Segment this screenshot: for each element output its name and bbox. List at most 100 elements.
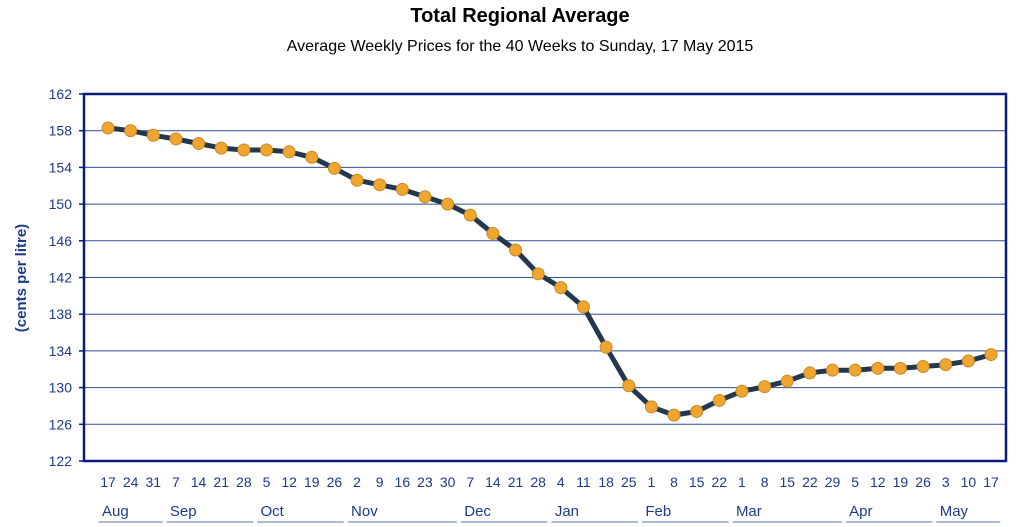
- data-point: [826, 363, 840, 377]
- x-tick-label: 24: [123, 474, 139, 490]
- data-point: [441, 197, 455, 211]
- y-tick-label: 126: [49, 416, 73, 432]
- data-point: [893, 361, 907, 375]
- x-tick-label: 26: [915, 474, 931, 490]
- y-tick-label: 150: [49, 196, 73, 212]
- y-tick-label: 142: [49, 270, 73, 286]
- x-tick-label: 31: [145, 474, 161, 490]
- data-point: [486, 226, 500, 240]
- x-tick-label: 8: [670, 474, 678, 490]
- gridlines: [84, 130, 1006, 425]
- data-point: [848, 363, 862, 377]
- x-tick-label: 7: [466, 474, 474, 490]
- x-tick-label: 9: [376, 474, 384, 490]
- x-tick-label: 3: [942, 474, 950, 490]
- x-tick-label: 12: [281, 474, 297, 490]
- price-series: [101, 121, 998, 422]
- month-label: Sep: [170, 503, 197, 520]
- data-point: [282, 145, 296, 159]
- x-tick-label: 17: [983, 474, 999, 490]
- x-tick-label: 17: [100, 474, 116, 490]
- data-point: [961, 354, 975, 368]
- data-point: [124, 124, 138, 138]
- x-tick-label: 14: [485, 474, 501, 490]
- data-point: [939, 358, 953, 372]
- chart-subtitle: Average Weekly Prices for the 40 Weeks t…: [286, 38, 754, 55]
- x-tick-label: 2: [353, 474, 361, 490]
- data-point: [984, 348, 998, 362]
- x-tick-label: 12: [870, 474, 886, 490]
- x-tick-label: 15: [779, 474, 795, 490]
- x-tick-label: 16: [395, 474, 411, 490]
- x-tick-label: 28: [530, 474, 546, 490]
- data-point: [259, 143, 273, 157]
- x-tick-label: 25: [621, 474, 637, 490]
- data-point: [509, 243, 523, 257]
- x-axis-ticks: 17 24 31 7 14 21 28 5 12 19 26 2 9 16 23 30 7 14 21 28 4 11 18…: [100, 474, 999, 490]
- y-axis-ticks: 122 126 130 134 138 142 146 150 154 158 162: [49, 86, 84, 469]
- x-tick-label: 1: [647, 474, 655, 490]
- data-point: [327, 161, 341, 175]
- month-label: Jan: [555, 503, 579, 520]
- x-tick-label: 4: [557, 474, 565, 490]
- x-tick-label: 14: [191, 474, 207, 490]
- data-point: [622, 379, 636, 393]
- data-point: [803, 366, 817, 380]
- data-point: [305, 150, 319, 164]
- data-point: [395, 182, 409, 196]
- x-tick-label: 21: [213, 474, 229, 490]
- x-tick-label: 23: [417, 474, 433, 490]
- x-tick-label: 5: [263, 474, 271, 490]
- month-label: Aug: [102, 503, 129, 520]
- data-point: [418, 190, 432, 204]
- x-tick-label: 18: [598, 474, 614, 490]
- x-tick-label: 22: [802, 474, 818, 490]
- y-tick-label: 122: [49, 453, 73, 469]
- x-tick-label: 11: [576, 474, 591, 490]
- x-tick-label: 1: [738, 474, 746, 490]
- data-point: [576, 300, 590, 314]
- data-point: [350, 173, 364, 187]
- month-label: Oct: [260, 503, 284, 520]
- y-tick-label: 130: [49, 380, 73, 396]
- data-point: [554, 281, 568, 295]
- y-tick-label: 146: [49, 233, 73, 249]
- series-line: [105, 125, 994, 418]
- x-tick-label: 21: [508, 474, 524, 490]
- month-label: Feb: [645, 503, 671, 520]
- data-point: [169, 132, 183, 146]
- data-point: [146, 128, 160, 142]
- x-tick-label: 7: [172, 474, 180, 490]
- data-point: [599, 340, 613, 354]
- data-point: [712, 393, 726, 407]
- data-point: [101, 121, 115, 135]
- month-label: Mar: [736, 503, 762, 520]
- y-tick-label: 158: [49, 123, 73, 139]
- data-point: [644, 400, 658, 414]
- x-tick-label: 30: [440, 474, 456, 490]
- x-tick-label: 19: [893, 474, 909, 490]
- y-tick-label: 134: [49, 343, 73, 359]
- x-tick-label: 5: [851, 474, 859, 490]
- data-point: [780, 374, 794, 388]
- month-label: Nov: [351, 503, 378, 520]
- data-point: [758, 380, 772, 394]
- month-label: Apr: [849, 503, 872, 520]
- data-point: [237, 143, 251, 157]
- x-tick-label: 15: [689, 474, 705, 490]
- x-tick-label: 8: [761, 474, 769, 490]
- data-point: [735, 384, 749, 398]
- x-axis-months: Aug Sep Oct Nov Dec Jan Feb Mar Apr May: [98, 503, 1001, 523]
- data-point: [531, 267, 545, 281]
- month-label: Dec: [464, 503, 491, 520]
- y-tick-label: 138: [49, 306, 73, 322]
- x-tick-label: 19: [304, 474, 320, 490]
- x-tick-label: 26: [327, 474, 343, 490]
- data-point: [690, 404, 704, 418]
- plot-frame: [82, 92, 1008, 463]
- data-point: [463, 208, 477, 222]
- y-axis-label: (cents per litre): [13, 224, 30, 332]
- month-label: May: [940, 503, 969, 520]
- data-point: [916, 359, 930, 373]
